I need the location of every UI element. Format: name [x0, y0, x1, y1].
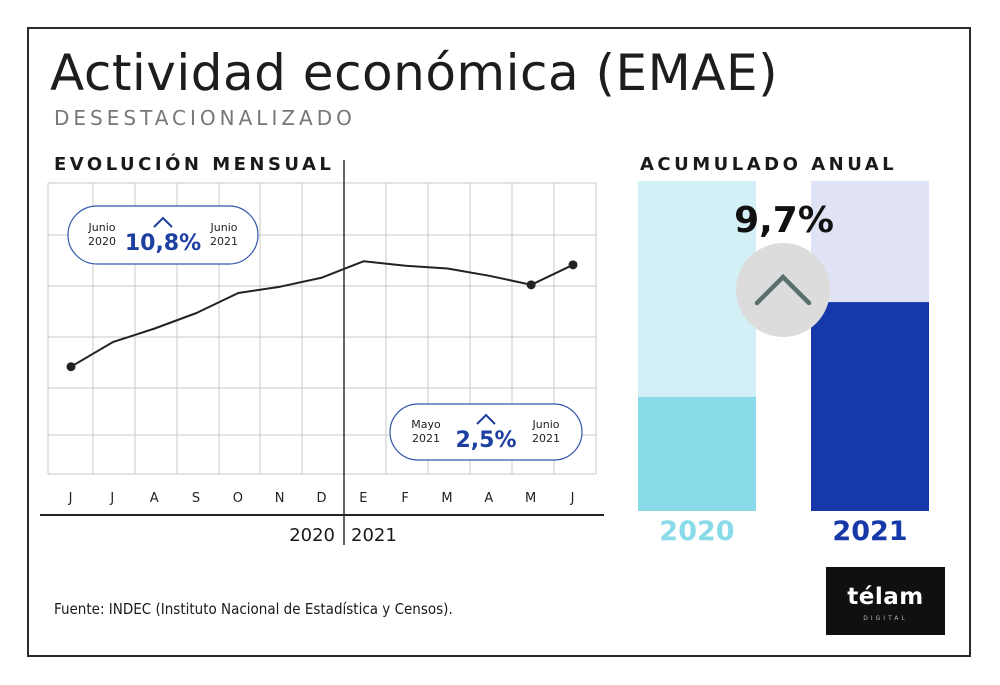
bar — [638, 396, 756, 511]
data-point — [568, 260, 578, 270]
x-tick-label: M — [525, 491, 537, 506]
x-tick-label: S — [192, 491, 201, 506]
x-tick-label: A — [484, 491, 494, 506]
callout-from-label: Mayo — [411, 418, 441, 431]
x-tick-label: M — [441, 491, 453, 506]
x-tick-label: D — [316, 491, 327, 506]
x-tick-label: J — [109, 491, 115, 506]
data-point — [526, 280, 536, 290]
callout-to-label: Junio — [210, 221, 238, 234]
page-subtitle: DESESTACIONALIZADO — [54, 106, 356, 130]
logo-name: télam — [847, 584, 924, 610]
callout-pill — [389, 403, 583, 461]
page-title: Actividad económica (EMAE) — [50, 44, 779, 102]
callout-from-label: 2021 — [412, 432, 440, 445]
callout-from-label: Junio — [88, 221, 116, 234]
callout-to-label: Junio — [532, 418, 560, 431]
source-note: Fuente: INDEC (Instituto Nacional de Est… — [54, 600, 453, 618]
x-tick-label: F — [401, 491, 409, 506]
x-tick-label: J — [68, 491, 74, 506]
left-section-title: EVOLUCIÓN MENSUAL — [54, 154, 335, 175]
annual-change-value: 9,7% — [734, 200, 834, 241]
x-tick-label: O — [233, 491, 244, 506]
x-tick-label: N — [275, 491, 286, 506]
year-label-2020: 2020 — [289, 525, 335, 546]
up-arrow-icon — [754, 273, 812, 306]
x-tick-label: E — [359, 491, 368, 506]
callout-up-icon — [153, 216, 173, 228]
callout-to-label: 2021 — [532, 432, 560, 445]
right-section-title: ACUMULADO ANUAL — [640, 154, 898, 175]
bar — [811, 302, 929, 511]
callout-to-label: 2021 — [210, 235, 238, 248]
bar-category-label: 2021 — [832, 516, 907, 547]
year-label-2021: 2021 — [351, 525, 397, 546]
telam-logo: télam DIGITAL — [826, 567, 945, 635]
x-tick-label: J — [570, 491, 576, 506]
logo-tagline: DIGITAL — [863, 615, 908, 622]
callout-value: 2,5% — [455, 428, 516, 453]
callout-from-label: 2020 — [88, 235, 116, 248]
series-line — [70, 260, 574, 368]
callout-pill — [67, 205, 259, 265]
x-tick-label: A — [150, 491, 160, 506]
callout-up-icon — [476, 413, 496, 425]
data-point — [66, 362, 76, 372]
bar-category-label: 2020 — [659, 516, 734, 547]
callout-value: 10,8% — [125, 231, 201, 256]
arrow-circle — [736, 243, 830, 337]
